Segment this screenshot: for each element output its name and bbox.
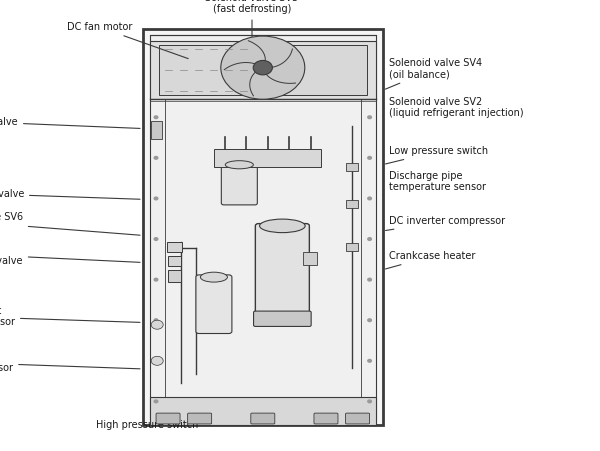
Circle shape: [368, 238, 371, 240]
Bar: [143, 29, 383, 425]
Bar: [150, 41, 376, 99]
Bar: [214, 149, 322, 167]
Circle shape: [154, 156, 158, 159]
Ellipse shape: [200, 272, 227, 282]
Text: High pressure switch: High pressure switch: [96, 414, 201, 430]
FancyBboxPatch shape: [256, 224, 310, 316]
Bar: [150, 397, 376, 425]
Ellipse shape: [225, 161, 253, 169]
Text: Heat exchanger
temperature sensor: Heat exchanger temperature sensor: [0, 352, 140, 373]
Circle shape: [368, 197, 371, 200]
FancyBboxPatch shape: [251, 413, 275, 424]
Text: Low pressure switch: Low pressure switch: [385, 146, 488, 164]
Bar: [346, 200, 358, 208]
Circle shape: [154, 238, 158, 240]
Circle shape: [154, 400, 158, 403]
Circle shape: [368, 156, 371, 159]
Circle shape: [368, 278, 371, 281]
Bar: [346, 163, 358, 171]
FancyBboxPatch shape: [346, 413, 370, 424]
Bar: [151, 120, 162, 138]
Circle shape: [368, 319, 371, 322]
Bar: [167, 242, 182, 252]
Circle shape: [154, 197, 158, 200]
FancyBboxPatch shape: [221, 163, 257, 205]
Text: Solenoid valve SV6
(EXV bypass): Solenoid valve SV6 (EXV bypass): [0, 212, 140, 235]
Circle shape: [221, 36, 305, 99]
Bar: [159, 45, 367, 95]
Text: Discharge pipe
temperature sensor: Discharge pipe temperature sensor: [383, 170, 486, 195]
Text: Solenoid valve SV5
(fast defrosting): Solenoid valve SV5 (fast defrosting): [205, 0, 299, 37]
Bar: [346, 243, 358, 251]
Circle shape: [154, 116, 158, 119]
Circle shape: [253, 60, 272, 75]
Circle shape: [151, 356, 163, 365]
FancyBboxPatch shape: [196, 275, 232, 334]
Text: Crankcase heater: Crankcase heater: [385, 251, 475, 269]
Bar: [168, 256, 181, 266]
Bar: [304, 252, 317, 265]
Text: DC fan motor: DC fan motor: [67, 22, 188, 59]
Circle shape: [154, 319, 158, 322]
Circle shape: [368, 116, 371, 119]
Bar: [168, 270, 181, 281]
Bar: [150, 35, 376, 419]
Text: Solenoid valve SV4
(oil balance): Solenoid valve SV4 (oil balance): [385, 58, 482, 89]
FancyBboxPatch shape: [188, 413, 212, 424]
FancyBboxPatch shape: [156, 413, 180, 424]
Ellipse shape: [260, 219, 305, 233]
Circle shape: [368, 359, 371, 362]
Text: Outdoor ambient
temperature sensor: Outdoor ambient temperature sensor: [0, 306, 140, 327]
FancyBboxPatch shape: [254, 311, 311, 327]
Text: Solenoid valve SV2
(liquid refrigerant injection): Solenoid valve SV2 (liquid refrigerant i…: [383, 97, 523, 118]
Text: Four-way valve: Four-way valve: [0, 189, 140, 199]
Circle shape: [368, 400, 371, 403]
Text: Unloading valve: Unloading valve: [0, 117, 140, 129]
FancyBboxPatch shape: [314, 413, 338, 424]
Circle shape: [151, 320, 163, 329]
Text: Electronic
expansion valve: Electronic expansion valve: [0, 244, 140, 266]
Circle shape: [154, 278, 158, 281]
Text: DC inverter compressor: DC inverter compressor: [386, 216, 505, 230]
Circle shape: [154, 359, 158, 362]
